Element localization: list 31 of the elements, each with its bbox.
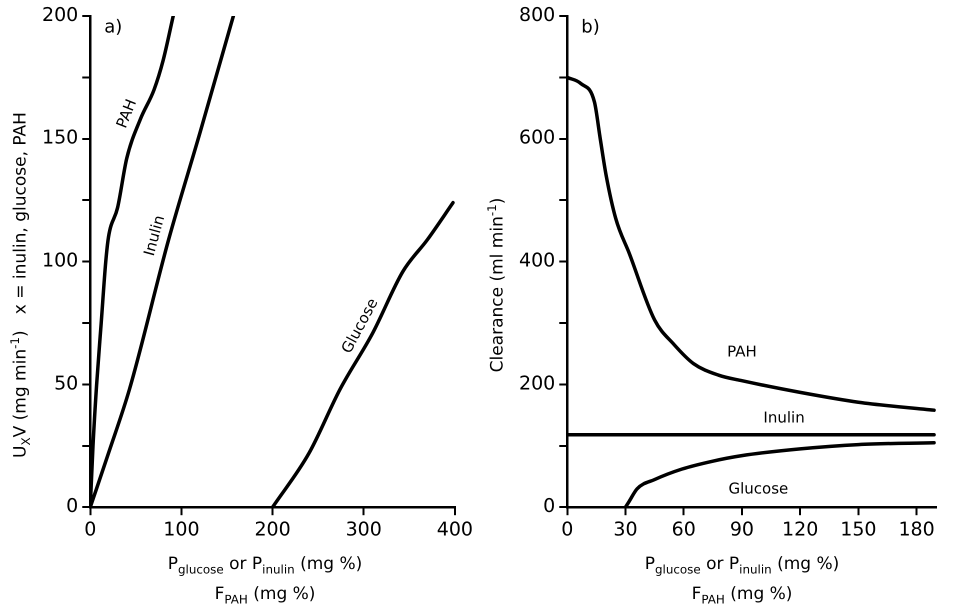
x-tick-label: 300 [346, 518, 382, 541]
x-tick-label: 150 [840, 518, 877, 541]
series-label: PAH [727, 342, 757, 361]
x-tick-label: 100 [163, 518, 200, 541]
series-label: Glucose [728, 479, 788, 498]
series-label: Inulin [763, 408, 805, 427]
x-tick-label: 200 [254, 518, 291, 541]
x-tick-label: 60 [672, 518, 696, 541]
x-tick-label: 400 [436, 518, 473, 541]
y-tick-label: 50 [54, 372, 78, 394]
text: Inulin [140, 213, 168, 258]
y-tick-label: 800 [519, 4, 556, 26]
y-tick-label: 0 [543, 495, 556, 518]
text: P$_{glucose}$ or P$_{inulin}$ (mg %) F$_{PAH}$ (mg %) [644, 554, 840, 607]
y-tick-label: 200 [42, 4, 78, 26]
x-tick-label: 30 [613, 518, 638, 541]
y-tick-label: 400 [519, 250, 556, 272]
y-tick-label: 150 [42, 126, 78, 149]
y-tick-label: 200 [519, 372, 556, 394]
y-tick-label: 600 [519, 126, 556, 149]
text: PAH [112, 96, 140, 131]
x-tick-label: 120 [782, 518, 818, 541]
x-tick-label: 0 [84, 518, 96, 541]
chart-title: b) [581, 16, 600, 38]
text: P$_{glucose}$ or P$_{inulin}$ (mg %) F$_{PAH}$ (mg %) [168, 554, 362, 607]
y-tick-label: 100 [42, 250, 78, 272]
x-tick-label: 0 [561, 518, 574, 541]
chart-title: a) [104, 16, 122, 38]
x-tick-label: 90 [730, 518, 754, 541]
x-tick-label: 180 [898, 518, 935, 541]
y-tick-label: 0 [66, 495, 78, 518]
